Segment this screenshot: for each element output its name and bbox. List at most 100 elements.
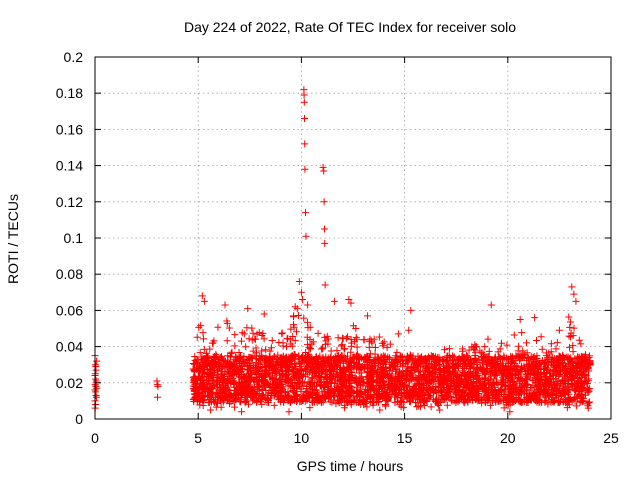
x-tick-label: 20	[500, 430, 516, 446]
roti-data-point	[288, 342, 296, 350]
roti-data-point	[518, 329, 526, 337]
roti-data-point	[368, 369, 376, 377]
roti-data-point	[313, 363, 321, 371]
roti-data-point	[491, 386, 499, 394]
roti-data-point	[312, 395, 320, 403]
roti-data-point	[227, 392, 235, 400]
roti-data-point	[399, 372, 407, 380]
roti-data-point	[262, 387, 270, 395]
roti-data-point	[397, 403, 405, 411]
roti-data-point	[262, 354, 270, 362]
roti-data-point	[378, 365, 386, 373]
roti-data-point	[240, 353, 248, 361]
roti-data-point	[306, 344, 314, 352]
roti-data-point	[551, 396, 559, 404]
roti-data-point	[267, 360, 275, 368]
roti-data-point	[347, 299, 355, 307]
roti-data-point	[367, 366, 375, 374]
roti-data-point	[514, 387, 522, 395]
roti-data-point	[325, 395, 333, 403]
roti-data-point	[235, 355, 243, 363]
roti-data-point	[555, 372, 563, 380]
roti-data-point	[153, 381, 161, 389]
roti-data-point	[386, 354, 394, 362]
y-tick-label: 0	[75, 411, 83, 427]
roti-data-point	[516, 366, 524, 374]
roti-data-point	[231, 391, 239, 399]
roti-data-point	[396, 378, 404, 386]
roti-data-point	[252, 367, 260, 375]
roti-data-point	[199, 358, 207, 366]
roti-data-point	[255, 373, 263, 381]
roti-data-point	[417, 354, 425, 362]
roti-data-point	[394, 375, 402, 383]
roti-data-point	[456, 395, 464, 403]
roti-data-point	[300, 98, 308, 106]
roti-data-point	[339, 370, 347, 378]
roti-data-point	[256, 362, 264, 370]
roti-data-point	[549, 376, 557, 384]
roti-data-point	[568, 358, 576, 366]
roti-data-point	[375, 333, 383, 341]
roti-data-point	[271, 352, 279, 360]
roti-data-point	[506, 396, 514, 404]
roti-data-point	[420, 381, 428, 389]
roti-data-point	[360, 336, 368, 344]
roti-data-point	[283, 377, 291, 385]
roti-data-point	[422, 386, 430, 394]
roti-data-point	[584, 384, 592, 392]
roti-data-point	[486, 394, 494, 402]
roti-data-point	[485, 376, 493, 384]
roti-data-point	[365, 343, 373, 351]
roti-data-point	[244, 305, 252, 313]
roti-data-point	[295, 277, 303, 285]
roti-data-point	[241, 398, 249, 406]
roti-data-point	[433, 395, 441, 403]
roti-data-point	[241, 372, 249, 380]
roti-data-point	[489, 380, 497, 388]
roti-data-point	[230, 362, 238, 370]
roti-data-point	[300, 115, 308, 123]
roti-data-point	[336, 395, 344, 403]
roti-data-point	[302, 232, 310, 240]
roti-data-point	[285, 408, 293, 416]
y-tick-label: 0.04	[56, 339, 83, 355]
roti-data-point	[527, 367, 535, 375]
roti-data-point	[422, 366, 430, 374]
roti-data-point	[261, 380, 269, 388]
roti-data-point	[552, 392, 560, 400]
roti-data-point	[553, 339, 561, 347]
roti-data-point	[193, 355, 201, 363]
roti-data-point	[500, 354, 508, 362]
roti-data-point	[190, 375, 198, 383]
roti-data-point	[586, 352, 594, 360]
roti-data-point	[576, 398, 584, 406]
roti-data-point	[447, 376, 455, 384]
roti-data-point	[344, 333, 352, 341]
roti-data-point	[498, 356, 506, 364]
roti-data-point	[283, 364, 291, 372]
roti-data-point	[513, 367, 521, 375]
roti-data-point	[231, 403, 239, 411]
roti-data-point	[303, 387, 311, 395]
chart-title: Day 224 of 2022, Rate Of TEC Index for r…	[184, 19, 516, 35]
roti-data-point	[93, 357, 101, 365]
y-tick-label: 0.18	[56, 85, 83, 101]
roti-data-point	[290, 350, 298, 358]
roti-data-point	[584, 367, 592, 375]
roti-data-point	[274, 361, 282, 369]
roti-data-point	[430, 367, 438, 375]
roti-data-point	[472, 392, 480, 400]
roti-data-point	[293, 370, 301, 378]
roti-data-point	[320, 198, 328, 206]
roti-data-point	[484, 377, 492, 385]
roti-data-point	[570, 324, 578, 332]
roti-data-point	[507, 370, 515, 378]
roti-data-point	[370, 373, 378, 381]
roti-data-point	[516, 315, 524, 323]
roti-data-point	[301, 165, 309, 173]
roti-data-point	[306, 383, 314, 391]
roti-data-point	[565, 313, 573, 321]
roti-data-point	[232, 370, 240, 378]
roti-data-point	[455, 376, 463, 384]
